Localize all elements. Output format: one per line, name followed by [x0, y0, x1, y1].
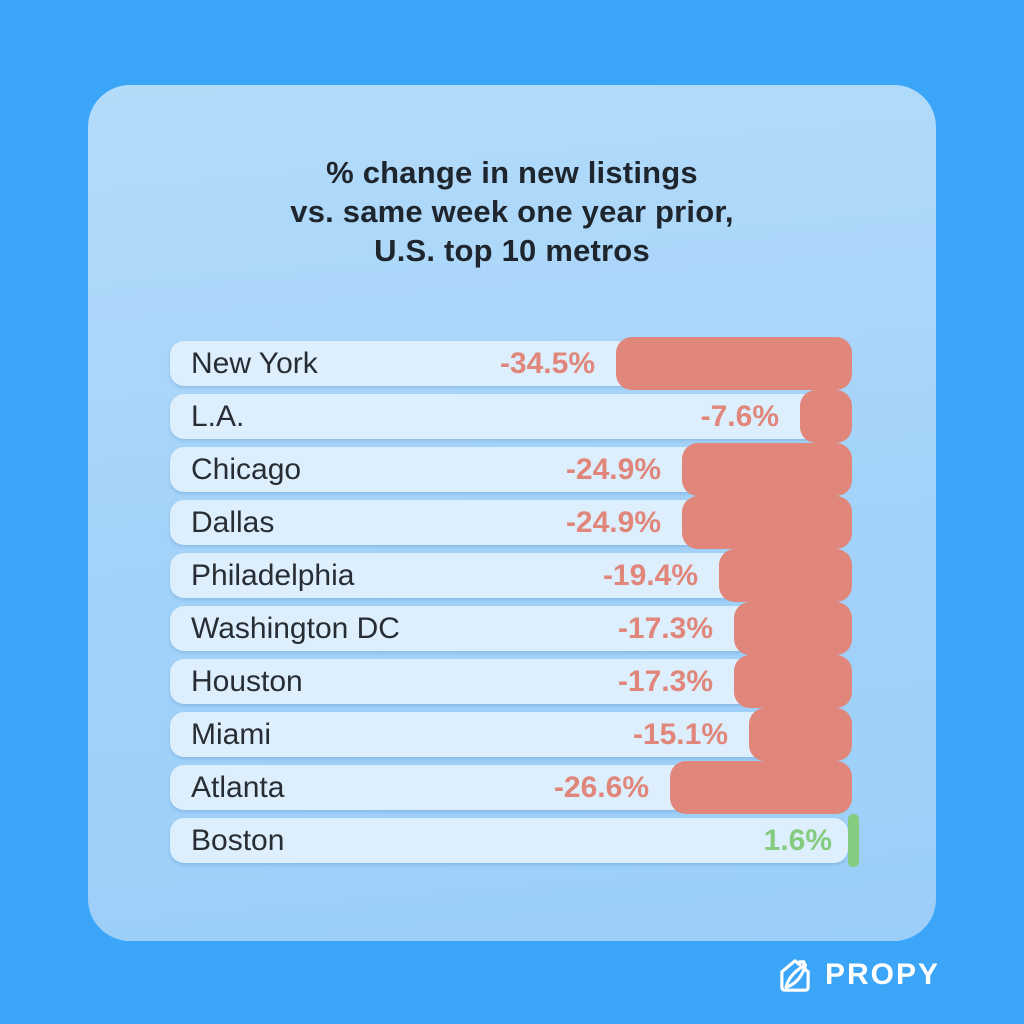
chart-row: Dallas -24.9% [170, 496, 852, 549]
value-label: -24.9% [565, 453, 661, 486]
city-label: Dallas [191, 506, 275, 539]
propy-house-icon [780, 959, 810, 992]
value-bar [719, 549, 852, 602]
chart-title: % change in new listings vs. same week o… [290, 155, 734, 268]
city-label: L.A. [191, 400, 245, 433]
value-label: -19.4% [602, 559, 698, 592]
value-bar [800, 390, 852, 443]
chart-row: Miami -15.1% [170, 708, 852, 761]
chart-row: Chicago -24.9% [170, 443, 852, 496]
value-bar [682, 496, 852, 549]
value-bar [682, 443, 852, 496]
value-bar [749, 708, 852, 761]
city-label: Philadelphia [191, 559, 355, 592]
value-label: -15.1% [632, 718, 728, 751]
chart-row: Atlanta -26.6% [170, 761, 852, 814]
value-label: -34.5% [499, 347, 595, 380]
value-bar [734, 602, 852, 655]
city-label: Houston [191, 665, 303, 698]
propy-logo: PROPY [774, 953, 940, 997]
city-label: Boston [191, 824, 285, 857]
value-bar [670, 761, 852, 814]
chart-row: New York -34.5% [170, 337, 852, 390]
bar-chart: New York -34.5% L.A. -7.6% Chicago -24.9% Dall… [170, 337, 859, 871]
chart-card: % change in new listings vs. same week o… [88, 85, 936, 941]
chart-row: Washington DC -17.3% [170, 602, 852, 655]
city-label: Atlanta [191, 771, 285, 804]
city-label: Chicago [191, 453, 302, 486]
city-label: New York [191, 347, 318, 380]
value-label: -24.9% [565, 506, 661, 539]
value-label: -17.3% [617, 665, 713, 698]
value-bar [616, 337, 852, 390]
value-label: 1.6% [763, 824, 832, 857]
chart-row: Philadelphia -19.4% [170, 549, 852, 602]
value-bar [734, 655, 852, 708]
propy-logo-text: PROPY [824, 958, 940, 991]
value-label: -17.3% [617, 612, 713, 645]
city-label: Washington DC [191, 612, 400, 645]
value-label: -7.6% [700, 400, 779, 433]
chart-row: L.A. -7.6% [170, 390, 852, 443]
chart-row: Boston 1.6% [170, 814, 859, 867]
chart-row: Houston -17.3% [170, 655, 852, 708]
value-label: -26.6% [553, 771, 649, 804]
value-bar [848, 814, 859, 867]
city-label: Miami [191, 718, 271, 751]
